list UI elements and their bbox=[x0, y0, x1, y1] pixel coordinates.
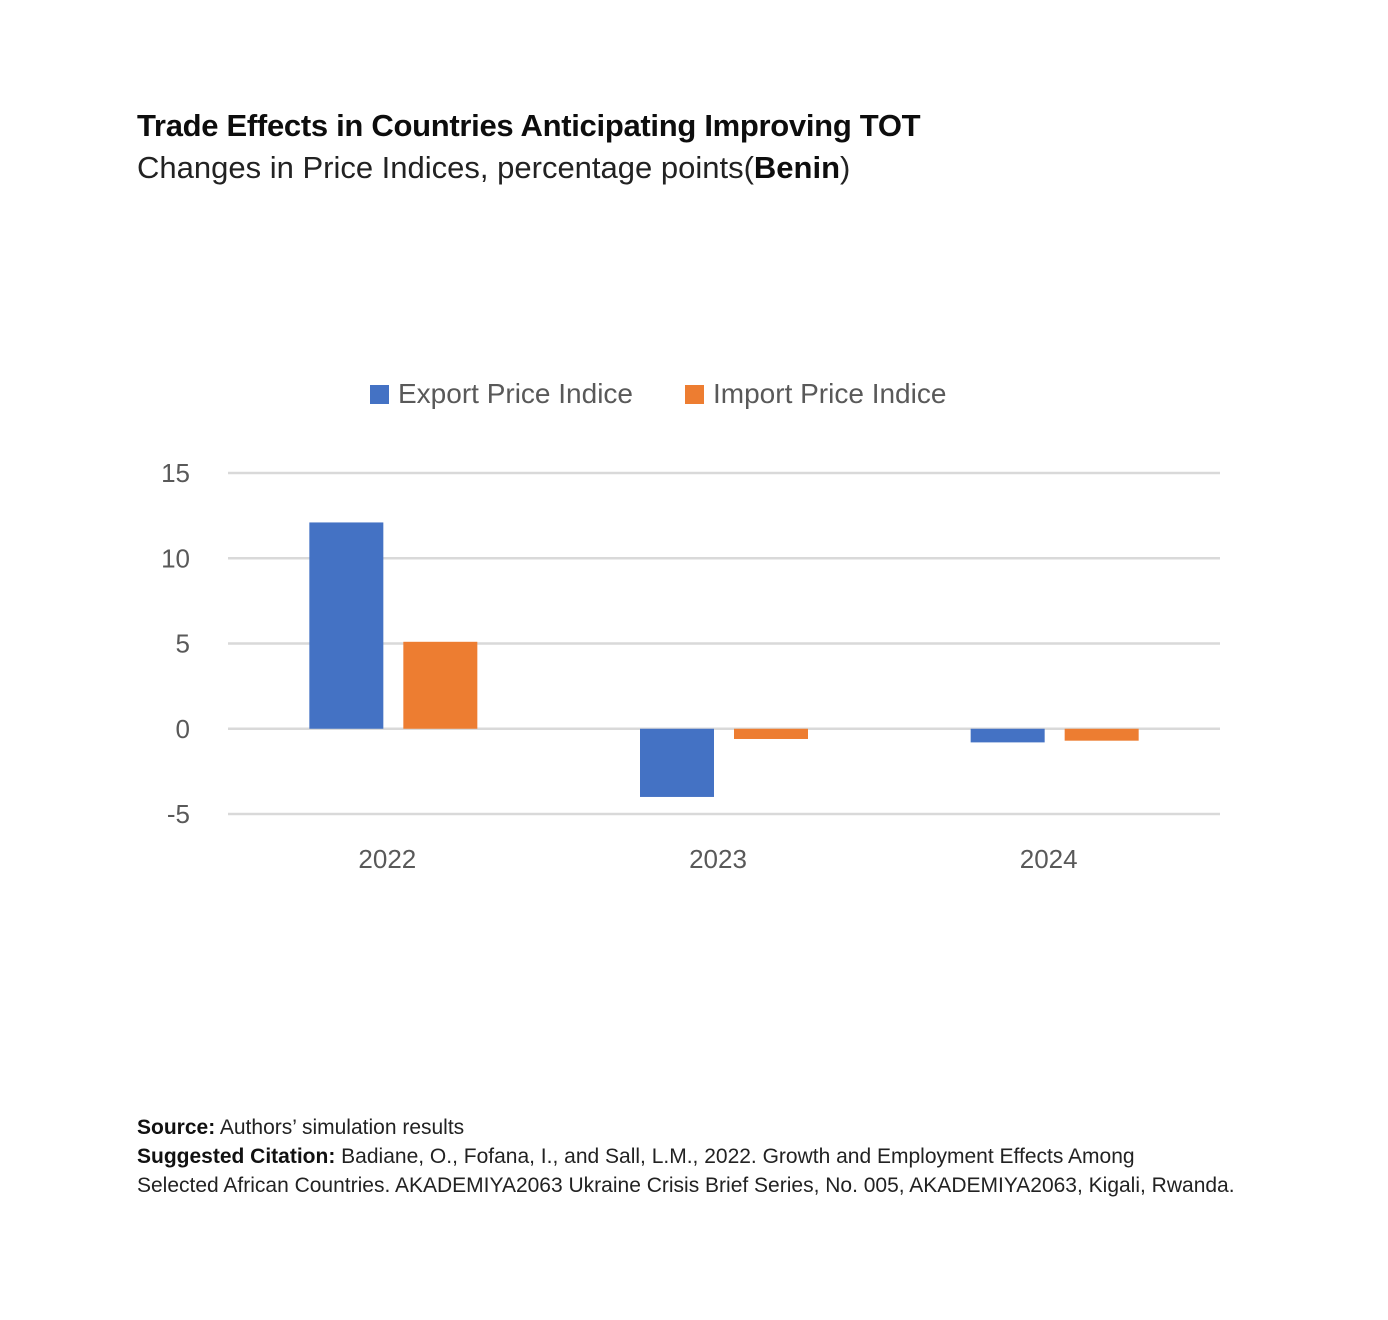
legend-item-export: Export Price Indice bbox=[370, 378, 633, 410]
x-tick-label: 2022 bbox=[358, 844, 416, 874]
subtitle-suffix: ) bbox=[840, 150, 851, 185]
source-line: Source: Authors’ simulation results bbox=[137, 1113, 1235, 1142]
footer: Source: Authors’ simulation results Sugg… bbox=[137, 1113, 1235, 1200]
x-tick-label: 2024 bbox=[1020, 844, 1078, 874]
bar-export-2024 bbox=[970, 728, 1045, 743]
source-text: Authors’ simulation results bbox=[215, 1116, 465, 1139]
bar-export-2022 bbox=[309, 522, 384, 729]
chart-subtitle: Changes in Price Indices, percentage poi… bbox=[137, 150, 850, 186]
y-tick-label: 5 bbox=[176, 629, 190, 659]
x-tick-label: 2023 bbox=[689, 844, 747, 874]
bar-import-2023 bbox=[734, 728, 808, 739]
bar-chart: 15 10 5 0 -5 2022 2023 2024 bbox=[161, 458, 1220, 874]
y-tick-label: -5 bbox=[167, 799, 190, 829]
y-tick-label: 10 bbox=[161, 543, 190, 573]
legend-item-import: Import Price Indice bbox=[685, 378, 946, 410]
citation-text-1: Badiane, O., Fofana, I., and Sall, L.M.,… bbox=[335, 1145, 1135, 1168]
bar-import-2022 bbox=[403, 641, 478, 729]
y-tick-label: 0 bbox=[176, 714, 190, 744]
legend-swatch-export bbox=[370, 384, 389, 404]
citation-label: Suggested Citation: bbox=[137, 1145, 336, 1168]
source-label: Source: bbox=[137, 1116, 216, 1139]
chart-title: Trade Effects in Countries Anticipating … bbox=[137, 108, 921, 143]
bar-import-2024 bbox=[1064, 728, 1139, 741]
citation-line-2: Selected African Countries. AKADEMIYA206… bbox=[137, 1174, 1235, 1197]
legend-swatch-import bbox=[685, 384, 704, 404]
bar-export-2023 bbox=[640, 728, 714, 797]
citation-line-1: Suggested Citation: Badiane, O., Fofana,… bbox=[137, 1142, 1235, 1171]
subtitle-country: Benin bbox=[753, 150, 841, 185]
y-tick-label: 15 bbox=[161, 458, 190, 488]
legend-label-import: Import Price Indice bbox=[713, 378, 947, 409]
chart-legend: Export Price Indice Import Price Indice bbox=[370, 378, 998, 410]
subtitle-prefix: Changes in Price Indices, percentage poi… bbox=[137, 150, 754, 185]
legend-label-export: Export Price Indice bbox=[398, 378, 633, 409]
